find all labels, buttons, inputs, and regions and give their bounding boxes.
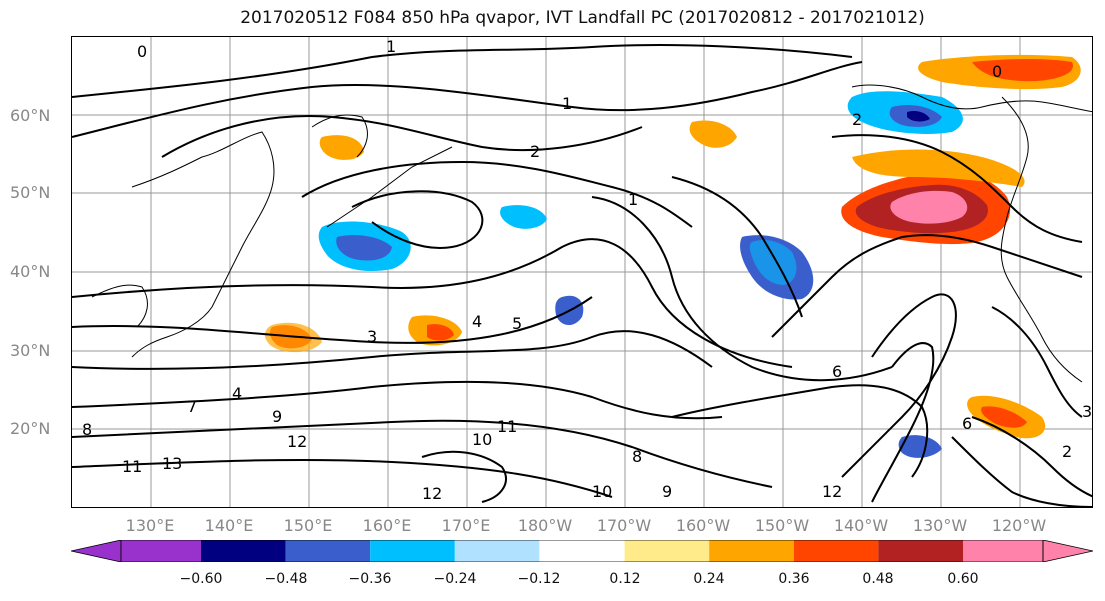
colorbar-segment (539, 540, 625, 562)
lon-tick-label: 160°W (675, 516, 731, 535)
colorbar-segment (624, 540, 710, 562)
lat-tick-label: 40°N (10, 262, 51, 281)
contour-label: 1 (628, 190, 638, 209)
lon-tick-label: 130°W (912, 516, 968, 535)
contour-label: 9 (272, 407, 282, 426)
colorbar-tick-label: 0.60 (947, 571, 979, 587)
colorbar (71, 540, 1093, 562)
contour-label: 13 (162, 454, 182, 473)
contour-label: 4 (472, 312, 482, 331)
map-panel: 1 1 1 2 2 3 4 4 5 6 6 7 8 8 9 9 10 10 11… (71, 36, 1093, 508)
colorbar-segment (121, 540, 201, 562)
colorbar-tick-label: 0.48 (862, 571, 894, 587)
contour-label: 0 (137, 42, 147, 61)
contour-label: 7 (187, 397, 197, 416)
lon-tick-label: 130°E (125, 516, 175, 535)
lat-tick-label: 50°N (10, 183, 51, 202)
contour-label: 2 (852, 110, 862, 129)
contour-label: 10 (472, 430, 492, 449)
lat-tick-label: 30°N (10, 341, 51, 360)
contour-label: 6 (832, 362, 842, 381)
height-contours (72, 44, 1092, 507)
lon-tick-label: 140°E (204, 516, 254, 535)
contour-label: 10 (592, 482, 612, 501)
contour-label: 12 (822, 482, 842, 501)
contour-label: 8 (632, 447, 642, 466)
contour-label: 2 (530, 142, 540, 161)
lon-tick-label: 150°W (754, 516, 810, 535)
contour-label: 9 (662, 482, 672, 501)
contour-label: 3 (1082, 402, 1092, 421)
lon-tick-label: 150°E (283, 516, 333, 535)
colorbar-tick-label: −0.12 (517, 571, 561, 587)
colorbar-tick-label: 0.24 (693, 571, 725, 587)
figure-title: 2017020512 F084 850 hPa qvapor, IVT Land… (240, 8, 925, 28)
contour-label: 12 (287, 432, 307, 451)
contour-label: 6 (962, 414, 972, 433)
colorbar-segment (709, 540, 794, 562)
contour-label: 2 (1062, 442, 1072, 461)
colorbar-segment (454, 540, 540, 562)
contour-label: 4 (232, 384, 242, 403)
colorbar-tick-label: 0.36 (778, 571, 810, 587)
contour-label: 11 (497, 417, 517, 436)
qvapor-shading (264, 54, 1081, 458)
contour-label: 12 (422, 484, 442, 503)
contour-label: 8 (82, 420, 92, 439)
lon-tick-label: 140°W (833, 516, 889, 535)
colorbar-segment (370, 540, 455, 562)
colorbar-segment (201, 540, 286, 562)
colorbar-tick-label: −0.24 (433, 571, 477, 587)
contour-label: 1 (386, 37, 396, 56)
contour-label: 11 (122, 457, 142, 476)
colorbar-tick-label: −0.36 (348, 571, 392, 587)
lon-tick-label: 170°E (441, 516, 491, 535)
contour-label: 3 (367, 327, 377, 346)
lon-tick-label: 120°W (991, 516, 1047, 535)
lat-tick-label: 20°N (10, 419, 51, 438)
lat-tick-label: 60°N (10, 106, 51, 125)
colorbar-segment (963, 540, 1043, 562)
lon-tick-label: 170°W (596, 516, 652, 535)
colorbar-extend-low (71, 540, 122, 562)
colorbar-tick-label: −0.60 (179, 571, 223, 587)
colorbar-segment (285, 540, 371, 562)
coastlines (91, 84, 1092, 383)
colorbar-tick-label: −0.48 (264, 571, 308, 587)
lon-tick-label: 160°E (362, 516, 412, 535)
colorbar-segment (878, 540, 963, 562)
colorbar-tick-label: 0.12 (609, 571, 641, 587)
map-svg: 1 1 1 2 2 3 4 4 5 6 6 7 8 8 9 9 10 10 11… (72, 37, 1092, 507)
lon-tick-label: 180°W (517, 516, 573, 535)
contour-label: 1 (562, 94, 572, 113)
colorbar-extend-high (1042, 540, 1093, 562)
contour-label: 5 (512, 314, 522, 333)
contour-label-group: 1 1 1 2 2 3 4 4 5 6 6 7 8 8 9 9 10 10 11… (82, 37, 1092, 503)
colorbar-outline (120, 540, 1044, 562)
contour-label: 0 (992, 62, 1002, 81)
colorbar-segment (793, 540, 879, 562)
